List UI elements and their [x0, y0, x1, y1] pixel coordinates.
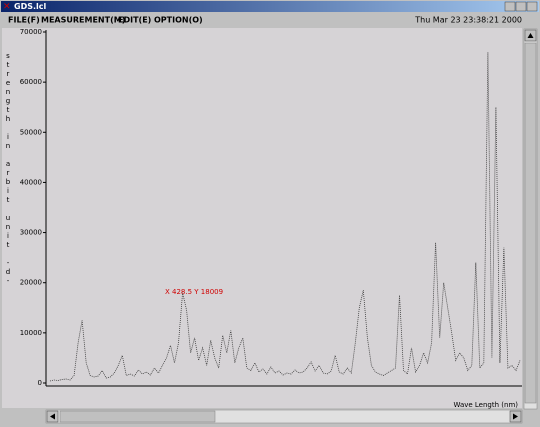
y-tick-label: 70000: [20, 28, 42, 36]
plot-area: [2, 28, 522, 408]
y-tick-label: 10000: [20, 329, 42, 337]
y-tick-label: 0: [38, 379, 42, 387]
maximize-button[interactable]: [515, 1, 527, 12]
minimize-button[interactable]: [504, 1, 516, 12]
title-bar: [1, 1, 539, 12]
annotation: X 428.5 Y 18009: [165, 288, 223, 296]
app-icon: ✕: [3, 2, 11, 12]
menu-bar: [1, 12, 539, 28]
clock: Thu Mar 23 23:38:21 2000: [414, 16, 522, 25]
y-tick-label: 40000: [20, 178, 42, 186]
spectrum-line: [49, 52, 521, 382]
menu-edit[interactable]: EDIT(E): [118, 16, 151, 25]
y-axis-label: strength in arbit unit -d-: [4, 52, 12, 286]
menu-file[interactable]: FILE(F): [8, 16, 40, 25]
left-arrow: [50, 413, 55, 420]
vertical-thumb[interactable]: [524, 42, 537, 404]
menu-option[interactable]: OPTION(O): [154, 16, 203, 25]
y-tick-label: 60000: [20, 78, 42, 86]
y-tick-label: 30000: [20, 229, 42, 237]
menu-measurement[interactable]: MEASUREMENT(M): [41, 16, 125, 25]
close-button[interactable]: [526, 1, 538, 12]
right-arrow: [513, 413, 518, 420]
window-title: GDS.lcl: [14, 2, 46, 11]
y-tick-label: 50000: [20, 128, 42, 136]
x-axis-label: Wave Length (nm): [453, 401, 518, 409]
up-arrow: [527, 33, 534, 38]
y-tick-label: 20000: [20, 279, 42, 287]
horizontal-thumb[interactable]: [59, 410, 216, 423]
